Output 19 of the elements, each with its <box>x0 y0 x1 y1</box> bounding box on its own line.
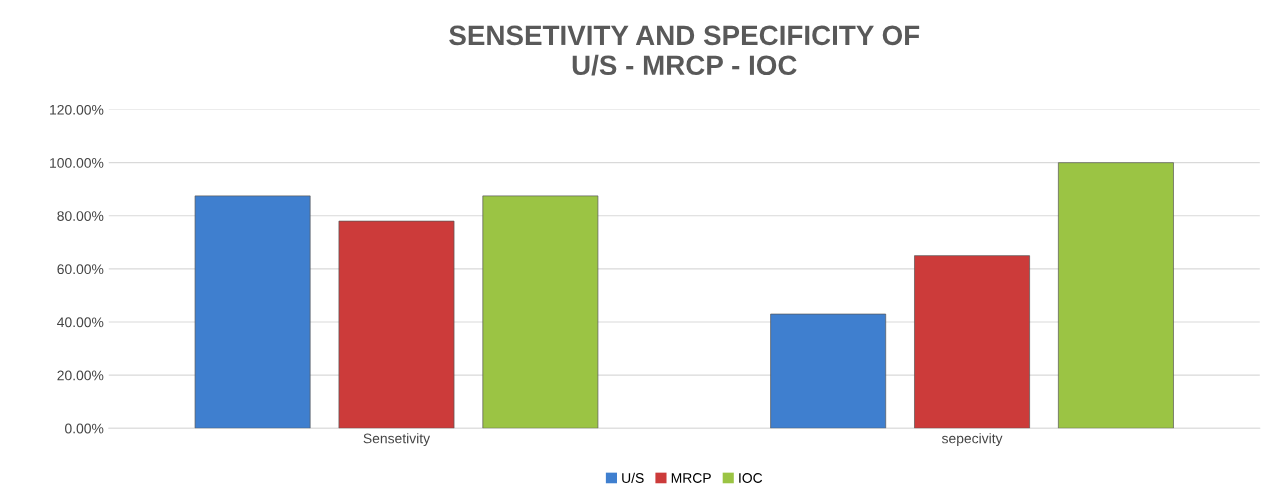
chart-title: SENSETIVITY AND SPECIFICITY OF U/S - MRCP - IOC <box>449 25 920 76</box>
bar <box>194 195 311 429</box>
bar <box>338 220 455 429</box>
y-tick-label: 0.00% <box>65 423 104 434</box>
y-tick-label: 40.00% <box>57 317 104 328</box>
y-tick-label: 60.00% <box>57 264 104 275</box>
y-tick-label: 120.00% <box>50 104 104 115</box>
bar <box>482 195 599 429</box>
y-tick-label: 20.00% <box>57 370 104 381</box>
bar <box>770 313 887 429</box>
x-tick-label: sepecivity <box>941 433 1003 447</box>
y-tick-label: 100.00% <box>50 158 104 168</box>
x-tick-label: Sensetivity <box>363 433 431 447</box>
bar <box>914 255 1030 429</box>
legend-label: MRCP <box>671 473 711 483</box>
legend-label: U/S <box>622 472 644 483</box>
legend-label: IOC <box>739 473 763 483</box>
bar <box>1058 162 1174 429</box>
y-tick-label: 80.00% <box>57 211 104 221</box>
